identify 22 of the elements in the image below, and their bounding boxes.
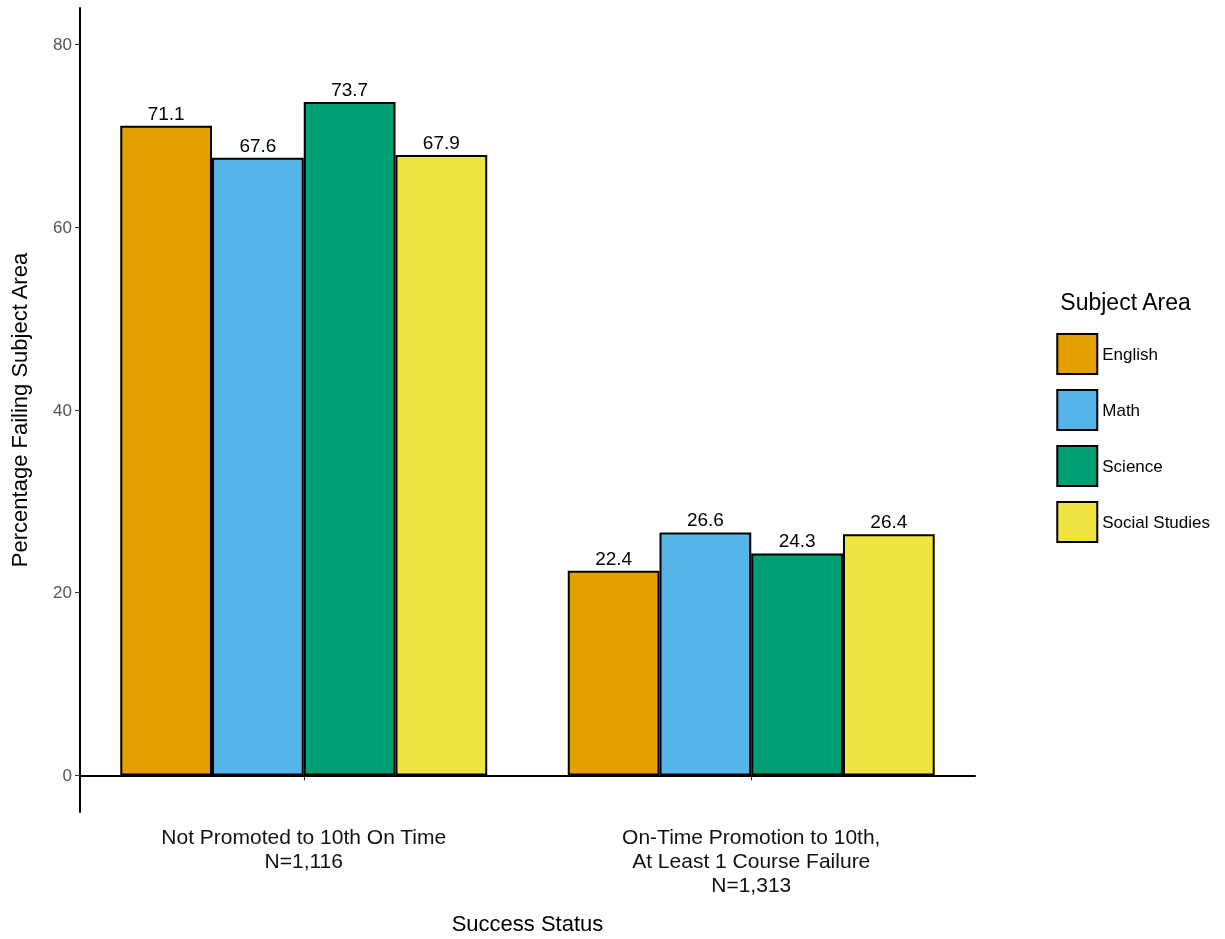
legend-title: Subject Area: [1060, 288, 1191, 315]
x-tick-label: On-Time Promotion to 10th, At Least 1 Course Failure N=1,313: [622, 824, 881, 896]
data-label: 67.9: [422, 132, 460, 154]
data-label: 67.6: [239, 134, 277, 156]
data-label: 24.3: [778, 530, 816, 552]
x-tick-label: Not Promoted to 10th On Time N=1,116: [161, 824, 447, 872]
y-tick-label: 40: [53, 400, 72, 420]
data-label: 26.6: [686, 509, 724, 531]
legend-label: Social Studies: [1102, 512, 1211, 532]
y-axis-title: Percentage Failing Subject Area: [6, 252, 32, 568]
legend-label: Science: [1102, 456, 1163, 476]
y-tick-label: 80: [53, 35, 72, 55]
data-label: 71.1: [147, 102, 185, 124]
data-label: 26.4: [870, 511, 908, 533]
y-tick-label: 20: [53, 583, 72, 603]
y-tick-label: 60: [53, 217, 72, 237]
legend-label: Math: [1102, 400, 1141, 420]
data-label: 73.7: [331, 79, 369, 101]
data-label: 22.4: [595, 547, 633, 569]
x-axis-title: Success Status: [451, 910, 604, 936]
legend-label: English: [1102, 344, 1159, 364]
y-tick-label: 0: [62, 765, 72, 785]
